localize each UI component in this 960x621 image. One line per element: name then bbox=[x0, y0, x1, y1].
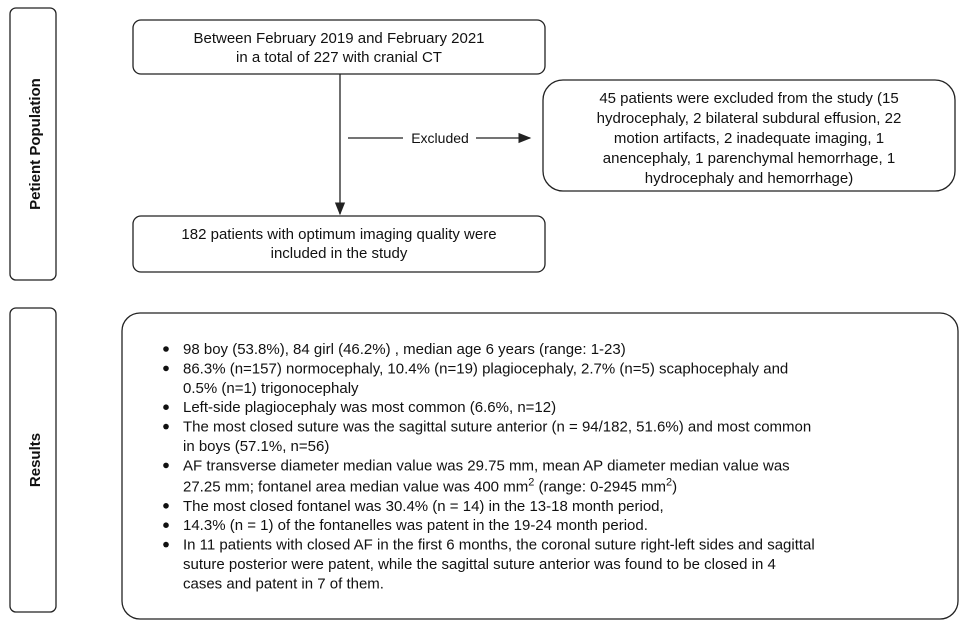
result-text: AF transverse diameter median value was … bbox=[183, 457, 790, 474]
box-text: included in the study bbox=[271, 245, 408, 262]
result-text: The most closed suture was the sagittal … bbox=[183, 419, 811, 436]
bullet bbox=[163, 423, 169, 430]
bullet bbox=[163, 365, 169, 372]
result-text: 86.3% (n=157) normocephaly, 10.4% (n=19)… bbox=[183, 360, 788, 377]
result-text: in boys (57.1%, n=56) bbox=[183, 438, 329, 455]
result-text: cases and patent in 7 of them. bbox=[183, 575, 384, 592]
start-box bbox=[132, 19, 546, 75]
result-text: 14.3% (n = 1) of the fontanelles was pat… bbox=[183, 517, 648, 534]
result-text: 27.25 mm; fontanel area median value was… bbox=[183, 476, 677, 495]
side-label: Results bbox=[27, 433, 44, 487]
side-box bbox=[9, 307, 57, 613]
box-text: hydrocephaly and hemorrhage) bbox=[645, 170, 853, 187]
side-label: Petient Population bbox=[27, 78, 44, 210]
box-text: motion artifacts, 2 inadequate imaging, … bbox=[614, 130, 884, 147]
text-segment: 27.25 mm; fontanel area median value was… bbox=[183, 478, 528, 495]
bullet bbox=[163, 462, 169, 469]
result-text: The most closed fontanel was 30.4% (n = … bbox=[183, 498, 664, 515]
result-text: suture posterior were patent, while the … bbox=[183, 556, 776, 573]
bullet bbox=[163, 541, 169, 548]
box-text: 182 patients with optimum imaging qualit… bbox=[181, 226, 496, 243]
result-text: 0.5% (n=1) trigonocephaly bbox=[183, 380, 359, 397]
box-text: hydrocephaly, 2 bilateral subdural effus… bbox=[597, 110, 902, 127]
text-segment: ) bbox=[672, 478, 677, 495]
excluded-box bbox=[542, 79, 956, 192]
result-text: 98 boy (53.8%), 84 girl (46.2%) , median… bbox=[183, 341, 626, 358]
box-text: Between February 2019 and February 2021 bbox=[193, 30, 484, 47]
results-box bbox=[121, 312, 959, 620]
text-segment: 2 bbox=[528, 476, 534, 488]
result-text: In 11 patients with closed AF in the fir… bbox=[183, 537, 815, 554]
included-box bbox=[132, 215, 546, 273]
result-text: Left-side plagiocephaly was most common … bbox=[183, 399, 556, 416]
bullet bbox=[163, 503, 169, 509]
arrow-label: Excluded bbox=[411, 130, 469, 146]
box-text: 45 patients were excluded from the study… bbox=[599, 90, 898, 107]
bullet bbox=[163, 404, 169, 411]
text-segment: 2 bbox=[666, 476, 672, 488]
texts: Between February 2019 and February 2021 i… bbox=[163, 30, 901, 592]
bullet bbox=[163, 522, 169, 528]
box-text: anencephaly, 1 parenchymal hemorrhage, 1 bbox=[603, 150, 895, 167]
text-segment: (range: 0-2945 mm bbox=[534, 478, 666, 495]
side-box bbox=[9, 7, 57, 281]
box-text: in a total of 227 with cranial CT bbox=[236, 49, 442, 66]
bullet bbox=[163, 346, 169, 352]
